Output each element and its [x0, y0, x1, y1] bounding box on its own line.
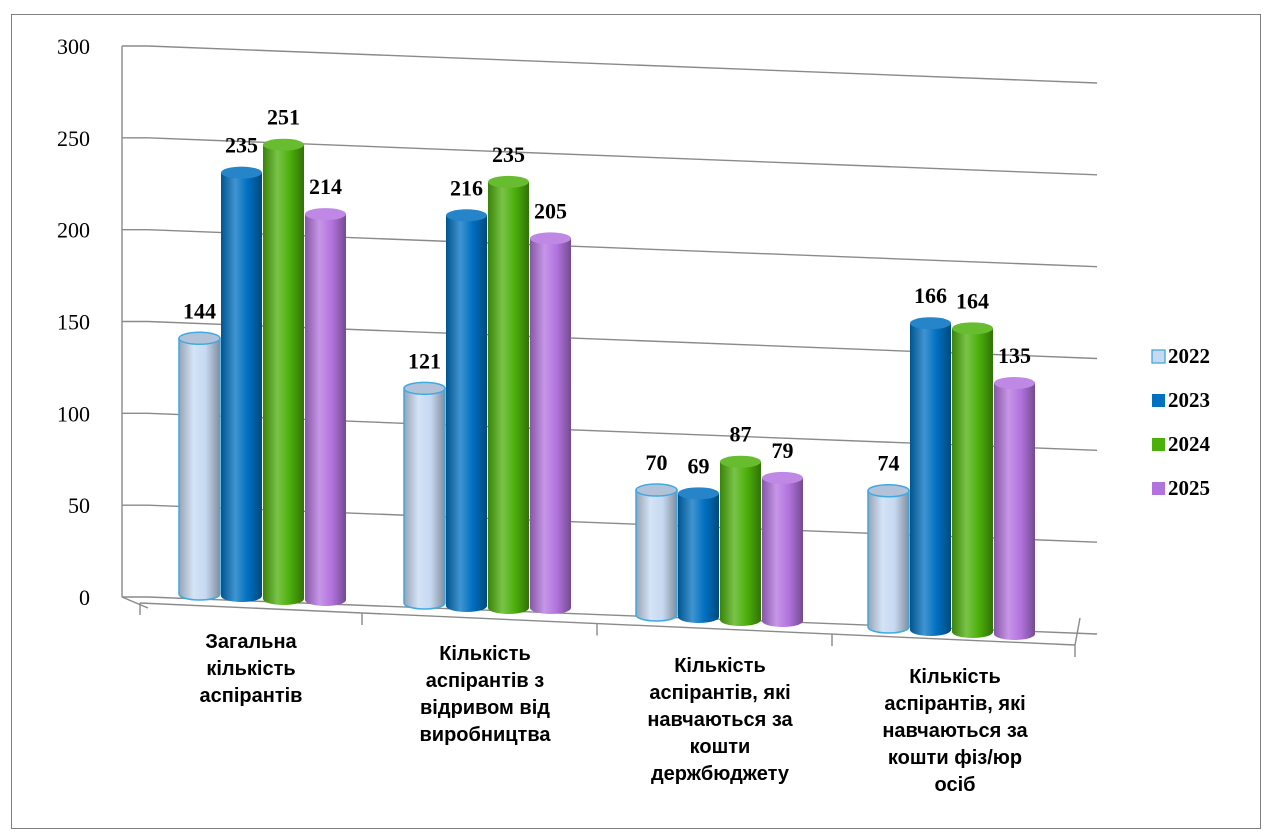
bar-2023-4 [910, 323, 951, 636]
gridline [147, 45, 1098, 84]
bar-top-2025-4 [994, 377, 1035, 390]
gridline [147, 137, 1098, 176]
category-label: Кількість аспірантів з відривом від виробни… [420, 643, 552, 746]
bar-2022-1 [178, 337, 221, 601]
x-axis-line [139, 602, 1076, 646]
bar-top-2025-3 [762, 471, 803, 484]
legend-label: 2023 [1168, 388, 1210, 412]
bar-2022-3 [635, 489, 678, 622]
value-label: 70 [646, 450, 668, 475]
bar-top-2023-1 [221, 166, 262, 179]
bar-top-2023-3 [678, 487, 719, 500]
axes [121, 46, 1081, 657]
bar-2024-3 [720, 461, 761, 626]
category-label: Кількість аспірантів, які навчаються за кош… [647, 655, 793, 785]
value-label: 214 [309, 174, 342, 199]
value-label: 164 [956, 288, 989, 313]
category-label: Загальна кількість аспірантів [200, 631, 303, 707]
bar-top-2022-4 [867, 483, 910, 498]
value-label: 69 [688, 453, 710, 478]
legend-swatch [1152, 438, 1165, 451]
value-label: 74 [878, 451, 900, 476]
y-tick-label: 0 [79, 585, 90, 610]
value-labels: 144 235 251 214 121 216 235 205 70 69 87 79 74 166 164… [183, 105, 1031, 479]
bar-top-2022-3 [635, 483, 678, 497]
value-label: 87 [730, 422, 752, 447]
legend-swatch [1152, 394, 1165, 407]
bar-top-2023-2 [446, 209, 487, 222]
value-label: 144 [183, 298, 216, 323]
legend-item-2024: 2024 [1152, 432, 1211, 456]
bar-top-2024-3 [720, 455, 761, 468]
bar-2022-4 [867, 489, 910, 634]
value-label: 251 [267, 105, 300, 130]
bar-2025-2 [530, 238, 571, 614]
legend-swatch [1151, 349, 1166, 364]
bar-top-2025-2 [530, 232, 571, 245]
bar-top-2024-4 [952, 322, 993, 335]
y-tick-label: 250 [57, 126, 90, 151]
value-label: 166 [914, 283, 947, 308]
bar-2023-3 [678, 493, 719, 623]
value-label: 235 [492, 142, 525, 167]
bar-top-2025-1 [305, 208, 346, 221]
y-tick-label: 200 [57, 218, 90, 243]
bar-2025-3 [762, 477, 803, 627]
floor-right-edge [1074, 617, 1081, 646]
value-label: 121 [408, 348, 441, 373]
value-label: 235 [225, 133, 258, 158]
y-axis-ticks: 0 50 100 150 200 250 300 [57, 34, 90, 610]
y-tick-label: 50 [68, 493, 90, 518]
bar-top-2022-1 [178, 331, 221, 346]
bar-top-2024-2 [488, 175, 529, 188]
bar-2023-1 [221, 172, 262, 602]
category-labels: Загальна кількість аспірантів Кількість аспі… [200, 631, 1029, 796]
legend-label: 2024 [1168, 432, 1211, 456]
bar-top-2024-1 [263, 138, 304, 151]
value-label: 216 [450, 175, 483, 200]
value-label: 135 [998, 343, 1031, 368]
y-tick-label: 100 [57, 401, 90, 426]
legend-item-2022: 2022 [1151, 344, 1210, 368]
bar-top-2022-2 [403, 381, 446, 396]
bar-2023-2 [446, 215, 487, 613]
bar-2024-1 [263, 144, 304, 605]
value-label: 205 [534, 198, 567, 223]
bars [178, 138, 1035, 640]
bar-2025-1 [305, 214, 346, 606]
legend-item-2025: 2025 [1152, 476, 1210, 500]
y-tick-label: 150 [57, 310, 90, 335]
legend-item-2023: 2023 [1152, 388, 1210, 412]
bar-top-2023-4 [910, 317, 951, 330]
bar-2024-4 [952, 328, 993, 638]
legend-label: 2025 [1168, 476, 1210, 500]
legend: 2022 2023 2024 2025 [1151, 344, 1211, 500]
bar-2024-2 [488, 181, 529, 614]
y-tick-label: 300 [57, 34, 90, 59]
legend-swatch [1152, 482, 1165, 495]
category-label: Кількість аспірантів, які навчаються за кош… [882, 666, 1028, 796]
bar-2022-2 [403, 387, 446, 610]
bar-2025-4 [994, 383, 1035, 640]
floor-left-edge [121, 596, 149, 609]
legend-label: 2022 [1168, 344, 1210, 368]
value-label: 79 [772, 438, 794, 463]
